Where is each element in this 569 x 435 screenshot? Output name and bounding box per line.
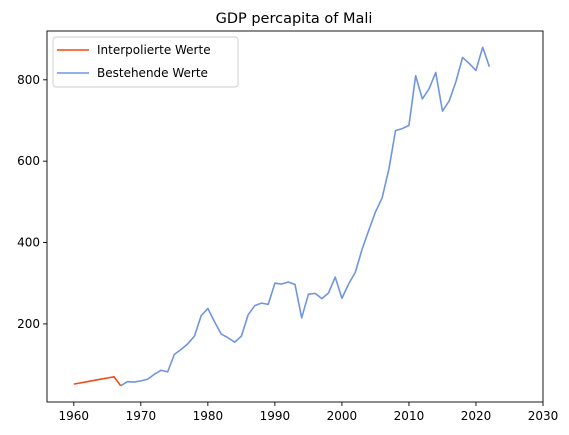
y-tick-label-200: 200 xyxy=(17,317,40,331)
x-tick-label-1990: 1990 xyxy=(260,409,291,423)
axes-frame xyxy=(46,30,544,403)
x-tick-label-2030: 2030 xyxy=(528,409,559,423)
legend-label-interpolierte-werte: Interpolierte Werte xyxy=(97,43,211,57)
x-tick-label-2000: 2000 xyxy=(327,409,358,423)
legend: Interpolierte Werte Bestehende Werte xyxy=(52,36,239,88)
y-tick-label-800: 800 xyxy=(17,73,40,87)
legend-label-bestehende-werte: Bestehende Werte xyxy=(97,66,208,80)
x-tick-label-1980: 1980 xyxy=(193,409,224,423)
x-axis: 1960 1970 1980 1990 2000 2010 2020 2030 xyxy=(59,402,559,423)
x-tick-label-1960: 1960 xyxy=(59,409,90,423)
legend-box xyxy=(52,36,239,88)
chart-title: GDP percapita of Mali xyxy=(216,11,373,27)
y-tick-label-600: 600 xyxy=(17,154,40,168)
x-tick-label-2010: 2010 xyxy=(394,409,425,423)
x-tick-label-1970: 1970 xyxy=(126,409,157,423)
x-tick-label-2020: 2020 xyxy=(461,409,492,423)
series-layer xyxy=(73,46,491,387)
y-tick-label-400: 400 xyxy=(17,236,40,250)
series-line-bestehende-werte xyxy=(120,46,491,387)
y-axis: 200 400 600 800 xyxy=(17,73,47,331)
plot-area xyxy=(46,30,544,403)
series-line-interpolierte-werte xyxy=(73,375,122,387)
